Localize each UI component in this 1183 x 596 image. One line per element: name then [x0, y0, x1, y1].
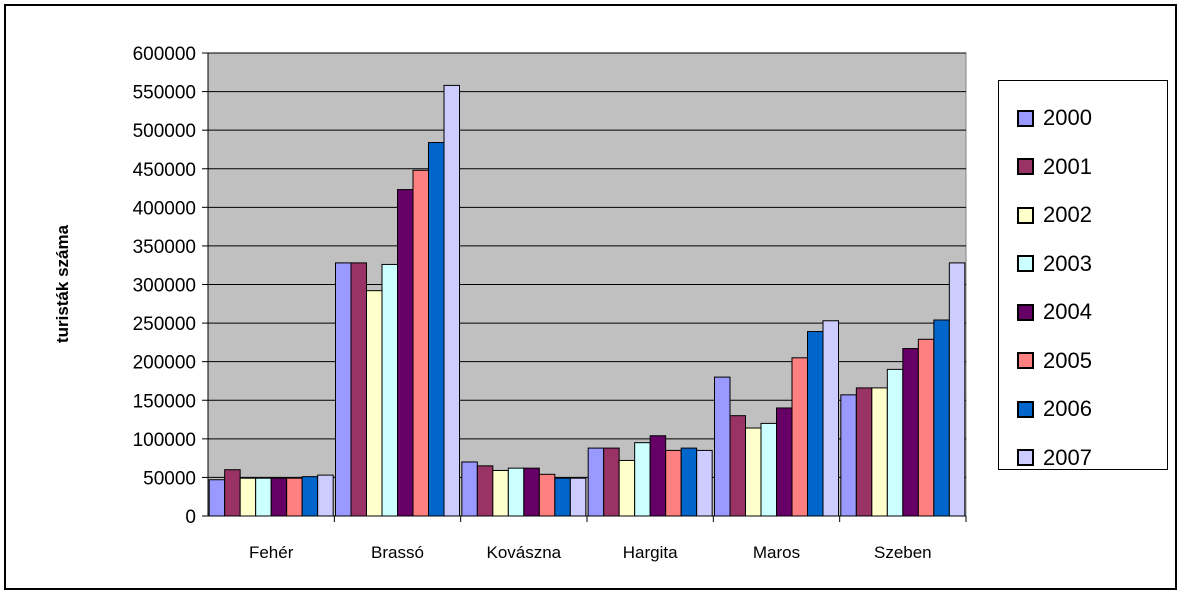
x-category-label: Fehér: [249, 543, 294, 562]
bar-2005-Brassó: [412, 169, 429, 517]
legend-swatch: [1017, 352, 1034, 369]
y-tick-label: 0: [185, 507, 196, 528]
legend-label: 2002: [1043, 202, 1092, 227]
bar-2002-Fehér: [239, 477, 257, 517]
bar-2005-Maros: [791, 357, 808, 517]
y-tick-label: 350000: [133, 237, 196, 258]
y-tick-label: 50000: [143, 468, 196, 489]
legend-swatch: [1017, 206, 1034, 224]
bar-2001-Szeben: [855, 387, 873, 517]
axes: [202, 52, 967, 522]
bar-2005-Fehér: [286, 477, 303, 517]
bar-2000-Szeben: [840, 394, 857, 517]
bar-2000-Maros: [714, 376, 731, 517]
x-category-label: Brassó: [371, 543, 424, 562]
bar-2003-Hargita: [634, 442, 651, 517]
bar-2006-Maros: [807, 331, 824, 517]
bar-2004-Kovászna: [523, 467, 540, 517]
y-tick-labels: 0 50000 100000 150000 200000 250000 300000 3500…: [133, 44, 196, 528]
legend-item: 2002: [1017, 200, 1092, 230]
y-tick-label: 600000: [133, 44, 196, 65]
y-tick-label: 450000: [133, 160, 196, 181]
y-tick-label: 100000: [133, 430, 196, 451]
bar-2007-Hargita: [696, 449, 713, 517]
legend-item: 2003: [1017, 249, 1092, 279]
y-axis-label: turisták száma: [53, 224, 72, 343]
bar-2002-Brassó: [366, 290, 383, 517]
x-category-label: Kovászna: [486, 543, 561, 562]
legend-label: 2007: [1043, 444, 1092, 470]
legend-swatch: [1017, 400, 1034, 418]
bar-2001-Hargita: [603, 447, 620, 517]
gridlines: [208, 52, 966, 478]
bar-2002-Hargita: [618, 459, 636, 517]
legend-swatch: [1017, 255, 1034, 272]
bar-2003-Kovászna: [507, 467, 525, 517]
y-tick-label: 400000: [133, 198, 196, 219]
bar-2005-Szeben: [917, 338, 935, 517]
bar-2001-Maros: [729, 415, 746, 517]
bar-2005-Hargita: [665, 449, 682, 517]
bar-2007-Maros: [822, 320, 839, 517]
y-tick-label: 250000: [133, 314, 196, 335]
x-category-label: Maros: [753, 543, 800, 562]
legend-item: 2007: [1017, 443, 1092, 473]
x-category-labels: Fehér Brassó Kovászna Hargita Maros Szeben: [249, 543, 932, 562]
bar-2001-Kovászna: [476, 465, 494, 517]
bar-2002-Kovászna: [492, 469, 509, 517]
bar-2004-Brassó: [397, 189, 414, 517]
legend-item: 2006: [1017, 394, 1092, 424]
legend-swatch: [1017, 109, 1034, 127]
bar-2001-Brassó: [350, 262, 367, 517]
x-category-label: Hargita: [623, 543, 678, 562]
y-tick-label: 500000: [133, 121, 196, 142]
bar-2000-Kovászna: [461, 461, 478, 517]
bar-2006-Brassó: [428, 142, 445, 517]
bar-2006-Hargita: [680, 447, 698, 517]
legend-swatch: [1017, 158, 1034, 175]
bar-2003-Brassó: [381, 263, 398, 517]
legend-label: 2006: [1043, 396, 1092, 421]
bar-2000-Hargita: [587, 447, 605, 517]
x-category-label: Szeben: [874, 543, 932, 562]
legend-label: 2001: [1043, 153, 1092, 179]
y-tick-label: 550000: [133, 83, 196, 104]
legend: 2000 2001 2002 2003 2004 2005 2006 2007: [998, 80, 1168, 470]
legend-item: 2000: [1017, 103, 1092, 133]
bar-2007-Kovászna: [569, 477, 587, 517]
legend-swatch: [1017, 449, 1034, 466]
legend-item: 2005: [1017, 346, 1092, 376]
y-tick-label: 150000: [133, 391, 196, 412]
bar-2000-Fehér: [208, 479, 226, 517]
bar-2006-Kovászna: [554, 477, 571, 517]
bar-2007-Brassó: [443, 84, 460, 517]
bar-2005-Kovászna: [538, 473, 556, 517]
legend-label: 2005: [1043, 347, 1092, 373]
bar-2001-Fehér: [224, 469, 241, 517]
legend-item: 2004: [1017, 297, 1092, 327]
bar-2006-Fehér: [301, 476, 319, 517]
bar-2004-Szeben: [902, 348, 919, 517]
bar-2003-Maros: [760, 422, 777, 517]
legend-label: 2000: [1043, 105, 1092, 130]
legend-label: 2004: [1043, 299, 1092, 324]
bar-2004-Maros: [776, 407, 793, 517]
bar-2004-Hargita: [649, 435, 667, 517]
legend-swatch: [1017, 303, 1034, 321]
legend-label: 2003: [1043, 250, 1092, 276]
bar-2003-Fehér: [255, 477, 272, 517]
bar-2002-Szeben: [871, 387, 888, 517]
bar-2000-Brassó: [335, 262, 352, 517]
y-tick-label: 200000: [133, 353, 196, 374]
bars: [208, 84, 966, 517]
bar-2006-Szeben: [933, 319, 950, 517]
legend-item: 2001: [1017, 152, 1092, 182]
y-tick-label: 300000: [133, 276, 196, 297]
bar-2007-Fehér: [317, 474, 334, 517]
bar-2007-Szeben: [948, 262, 966, 517]
bar-2004-Fehér: [270, 477, 288, 517]
bar-2003-Szeben: [886, 368, 904, 517]
bar-2002-Maros: [745, 427, 762, 517]
